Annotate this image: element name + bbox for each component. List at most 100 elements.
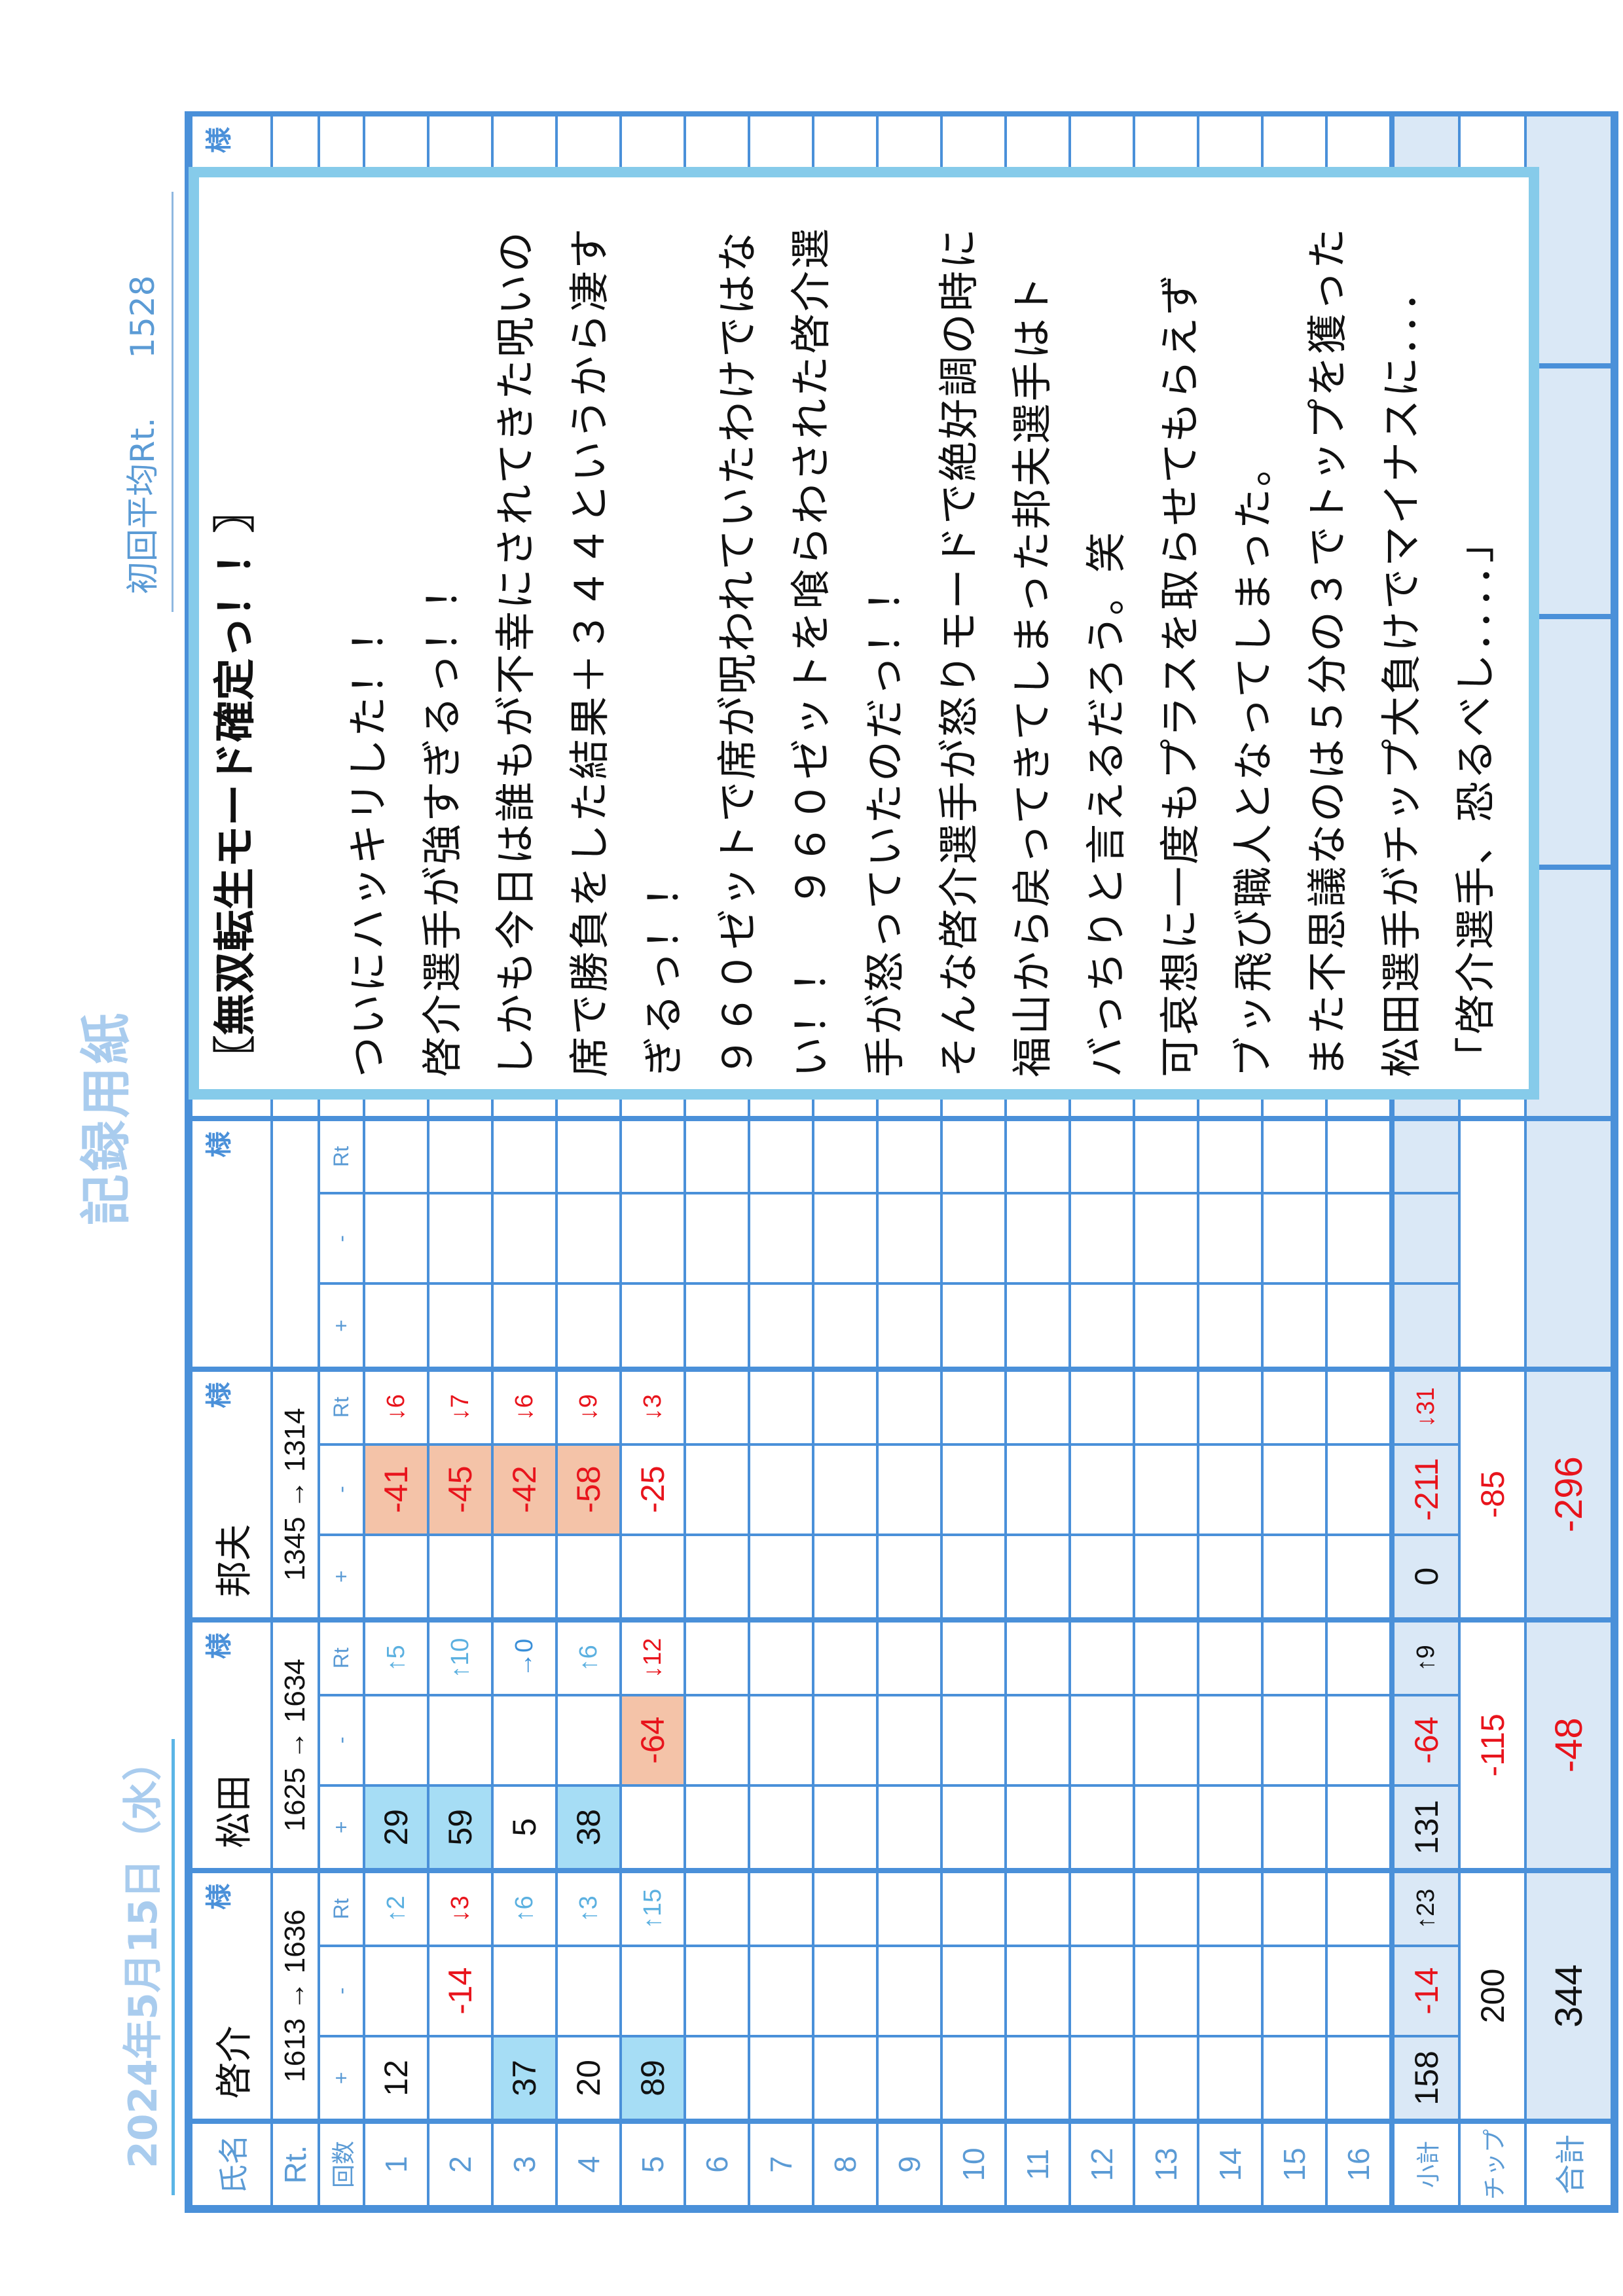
rating-delta: [1070, 1369, 1134, 1444]
rating-delta: [813, 1619, 877, 1695]
score-minus: -41: [364, 1444, 428, 1535]
comment-box: 〖無双転生モード確定っ！！〗 ついにハッキリした！！ 啓介選手が強すぎるっ！！ しか…: [189, 167, 1539, 1100]
score-plus: [877, 1534, 941, 1620]
rating-delta: [813, 1870, 877, 1946]
total-value: -296: [1525, 1369, 1612, 1620]
rating-delta: ↑3: [556, 1870, 621, 1946]
rating-delta: [1326, 1619, 1392, 1695]
score-minus: [621, 1945, 685, 2036]
score-minus: [813, 1695, 877, 1785]
score-minus: [813, 1945, 877, 2036]
score-plus: 89: [621, 2036, 685, 2121]
score-minus: -42: [492, 1444, 556, 1535]
rating-delta: ↓12: [621, 1619, 685, 1695]
score-plus: [1134, 1785, 1198, 1871]
score-plus: [1006, 2036, 1070, 2121]
score-minus: -25: [621, 1444, 685, 1535]
score-plus: [1006, 1785, 1070, 1871]
score-plus: [813, 1785, 877, 1871]
score-minus: [1006, 1444, 1070, 1535]
player-name-text: 邦夫: [213, 1524, 255, 1598]
round-number: 13: [1134, 2121, 1198, 2206]
round-number: 8: [813, 2121, 877, 2206]
score-plus: [1006, 1283, 1070, 1369]
subtotal-plus: 131: [1392, 1785, 1459, 1871]
honorific: 様: [205, 1131, 234, 1158]
rating-delta: [877, 1870, 941, 1946]
score-plus: [428, 1283, 492, 1369]
rating-change: 1625 → 1634: [272, 1619, 319, 1871]
score-minus: [749, 1945, 813, 2036]
comment-line: 「啓介選手、恐るべし．．．．」: [1451, 520, 1499, 1077]
subtotal-rating: ↑9: [1392, 1619, 1459, 1695]
col-plus: +: [319, 1534, 364, 1620]
rating-delta: [941, 1118, 1006, 1194]
col-plus: +: [319, 2036, 364, 2121]
comment-title: 〖無双転生モード確定っ！！〗: [211, 491, 260, 1077]
rating-delta: [749, 1369, 813, 1444]
date-underline: [172, 1739, 175, 2195]
score-plus: [1326, 1283, 1392, 1369]
rating-delta: [749, 1619, 813, 1695]
score-minus: [364, 1193, 428, 1284]
rating-delta: [1198, 1619, 1262, 1695]
rating-change: [272, 1118, 319, 1369]
total-value: [1525, 1118, 1612, 1369]
score-plus: [1198, 2036, 1262, 2121]
date: 2024年5月15日（水）: [120, 1741, 166, 2168]
rating-delta: [685, 1118, 749, 1194]
player-name: 啓介 様: [191, 1870, 272, 2121]
col-rt: Rt: [319, 1619, 364, 1695]
score-minus: [1134, 1193, 1198, 1284]
col-rt: Rt: [319, 1369, 364, 1444]
score-minus: [1326, 1444, 1392, 1535]
score-minus: [492, 1193, 556, 1284]
comment-line: ブッ飛び職人となってしまった。: [1230, 444, 1278, 1077]
rating-delta: [364, 1118, 428, 1194]
rating-delta: [1070, 1619, 1134, 1695]
label-total: 合計: [1525, 2121, 1612, 2206]
score-minus: [1326, 1945, 1392, 2036]
rating-delta: ↑10: [428, 1619, 492, 1695]
label-subtotal: 小計: [1392, 2121, 1459, 2206]
rating-delta: [1262, 1619, 1326, 1695]
score-minus: [1262, 1695, 1326, 1785]
score-minus: [1326, 1695, 1392, 1785]
total-value: 344: [1525, 1870, 1612, 2121]
player-name: 松田 様: [191, 1619, 272, 1871]
honorific: 様: [205, 1883, 234, 1910]
score-minus: -64: [621, 1695, 685, 1785]
score-plus: [1134, 1534, 1198, 1620]
label-rt: Rt.: [272, 2121, 319, 2206]
round-number: 5: [621, 2121, 685, 2206]
subtotal-plus: 158: [1392, 2036, 1459, 2121]
score-minus: [1070, 1695, 1134, 1785]
score-plus: [877, 2036, 941, 2121]
score-plus: [1070, 1785, 1134, 1871]
rating-delta: [1326, 1369, 1392, 1444]
score-plus: 20: [556, 2036, 621, 2121]
score-minus: [1006, 1695, 1070, 1785]
score-minus: [1006, 1193, 1070, 1284]
score-plus: [877, 1283, 941, 1369]
round-number: 1: [364, 2121, 428, 2206]
score-plus: [749, 2036, 813, 2121]
score-minus: [749, 1444, 813, 1535]
score-minus: [813, 1444, 877, 1535]
comment-line: ９６０ゼットで席が呪われていたわけではな: [713, 229, 761, 1077]
score-plus: [428, 2036, 492, 2121]
score-minus: [685, 1193, 749, 1284]
score-minus: [556, 1945, 621, 2036]
score-minus: [941, 1945, 1006, 2036]
chip-value: -85: [1459, 1369, 1525, 1620]
col-plus: +: [319, 1283, 364, 1369]
rating-delta: [1262, 1870, 1326, 1946]
player-name-text: 啓介: [213, 2026, 255, 2099]
score-plus: [877, 1785, 941, 1871]
score-minus: [877, 1193, 941, 1284]
rating-delta: [941, 1619, 1006, 1695]
round-number: 14: [1198, 2121, 1262, 2206]
score-plus: [1326, 1534, 1392, 1620]
score-plus: [1070, 1534, 1134, 1620]
score-plus: [1198, 1785, 1262, 1871]
